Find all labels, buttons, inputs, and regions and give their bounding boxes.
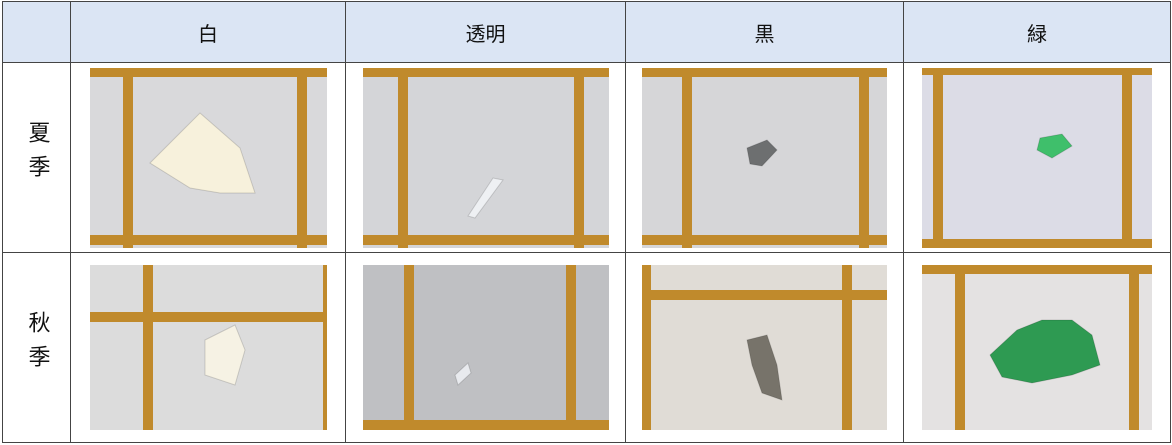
photo-cell	[70, 252, 346, 443]
grid-stripe	[397, 67, 408, 248]
grid-stripe	[362, 67, 609, 77]
photo-cell	[345, 62, 626, 253]
grid-stripe	[322, 265, 327, 430]
photo	[362, 67, 609, 248]
grid-stripe	[842, 265, 852, 430]
photo-cell	[345, 252, 626, 443]
grid-stripe	[922, 238, 1152, 248]
row-header: 夏季	[2, 62, 71, 253]
row: 秋季	[2, 252, 1171, 443]
fragment	[148, 111, 256, 193]
grid-stripe	[1122, 67, 1132, 248]
corner-cell	[2, 1, 71, 63]
fragment	[466, 176, 504, 219]
photo	[89, 67, 327, 248]
photo-cell	[903, 252, 1171, 443]
photo	[922, 67, 1152, 248]
fragment	[746, 138, 778, 167]
column-header: 緑	[903, 1, 1171, 63]
grid-stripe	[642, 67, 887, 77]
grid-stripe	[1129, 265, 1139, 430]
grid-stripe	[362, 234, 609, 245]
grid-stripe	[922, 67, 1152, 75]
photo-background	[922, 67, 1152, 248]
row-header: 秋季	[2, 252, 71, 443]
grid-stripe	[89, 312, 327, 322]
header-row: 白 透明 黒 緑	[2, 1, 1171, 63]
grid-stripe	[122, 67, 133, 248]
grid-stripe	[642, 290, 887, 300]
photo-cell	[625, 62, 904, 253]
grid-stripe	[89, 67, 327, 77]
grid-stripe	[922, 265, 1152, 274]
grid-stripe	[89, 234, 327, 245]
grid-stripe	[573, 67, 584, 248]
column-header: 透明	[345, 1, 626, 63]
row-label: 秋季	[24, 310, 50, 379]
grid-stripe	[859, 67, 869, 248]
grid-stripe	[682, 67, 692, 248]
grid-stripe	[565, 265, 576, 430]
column-header: 白	[70, 1, 346, 63]
grid-stripe	[933, 67, 943, 248]
fragment	[1036, 132, 1073, 159]
grid-stripe	[296, 67, 307, 248]
fragment	[989, 319, 1101, 384]
row: 夏季	[2, 62, 1171, 253]
photo	[362, 265, 609, 430]
photo-cell	[903, 62, 1171, 253]
photo-cell	[625, 252, 904, 443]
grid-stripe	[142, 265, 153, 430]
photo	[922, 265, 1152, 430]
row-label: 夏季	[24, 120, 50, 189]
fragment	[453, 362, 472, 386]
fragment	[746, 334, 783, 401]
grid-stripe	[642, 234, 887, 245]
photo-cell	[70, 62, 346, 253]
grid-stripe	[955, 265, 965, 430]
grid-stripe	[403, 265, 414, 430]
photo	[89, 265, 327, 430]
grid-stripe	[642, 265, 651, 430]
photo	[642, 265, 887, 430]
fragment	[204, 324, 246, 386]
grid-stripe	[362, 420, 609, 430]
photo	[642, 67, 887, 248]
column-header: 黒	[625, 1, 904, 63]
